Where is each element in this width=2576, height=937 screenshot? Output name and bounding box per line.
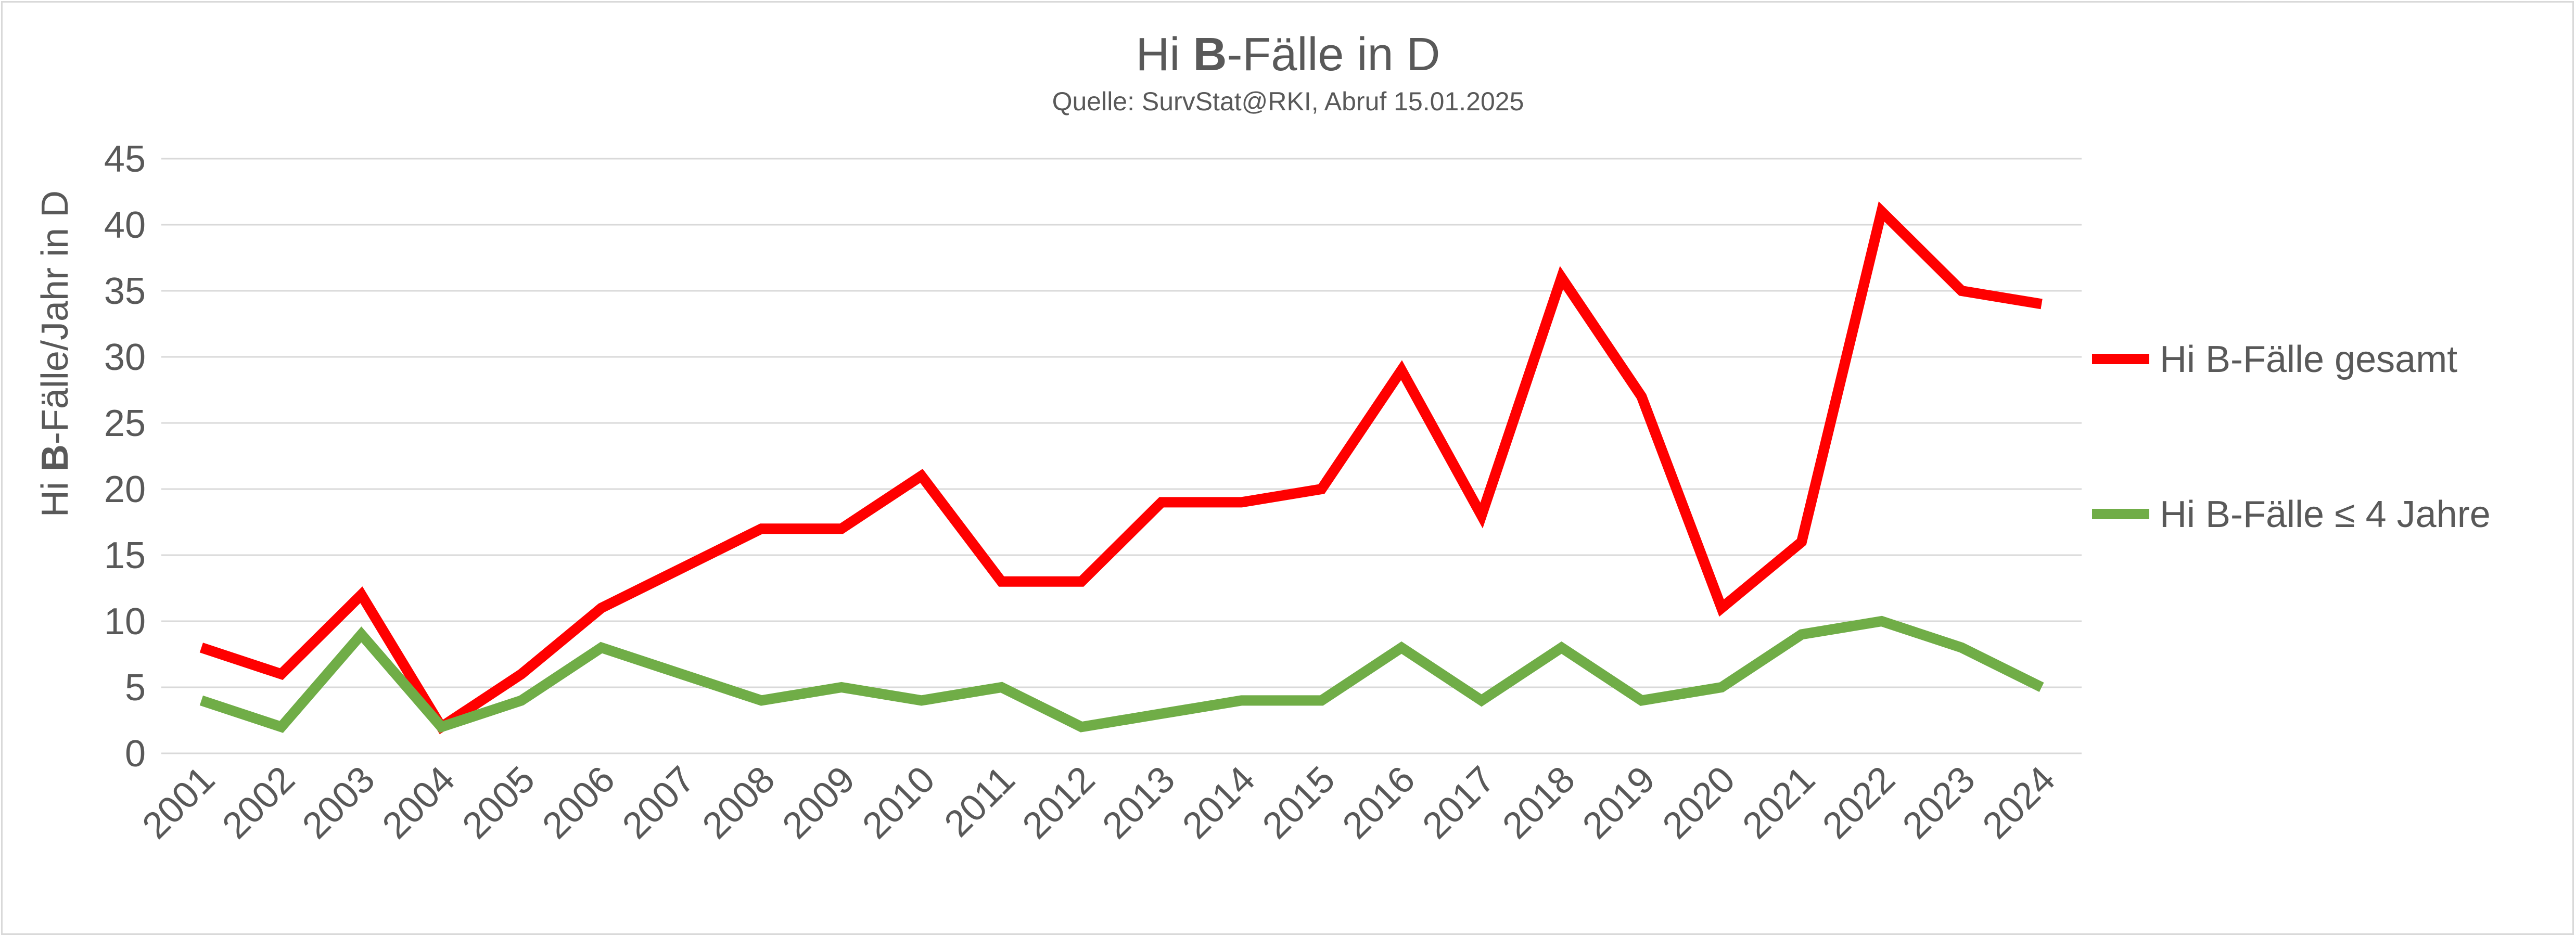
x-tick-label: 2017 (1414, 759, 1503, 847)
legend-label-0: Hi B-Fälle gesamt (2160, 339, 2457, 380)
x-tick-label: 2007 (615, 759, 703, 847)
series-line-1 (199, 615, 2044, 733)
legend: Hi B-Fälle gesamt Hi B-Fälle ≤ 4 Jahre (2092, 339, 2491, 535)
y-tick-label: 30 (104, 337, 146, 378)
y-tick-label: 25 (104, 403, 146, 444)
x-tick-label: 2018 (1495, 759, 1583, 847)
y-axis-ticks: 0 5 10 15 20 25 30 35 40 45 (104, 138, 146, 775)
x-tick-label: 2020 (1655, 759, 1743, 847)
x-tick-label: 2023 (1895, 759, 1983, 847)
x-tick-label: 2016 (1335, 759, 1423, 847)
y-tick-label: 20 (104, 469, 146, 510)
x-tick-label: 2011 (937, 759, 1023, 845)
y-tick-label: 45 (104, 138, 146, 180)
series-line-0 (199, 201, 2043, 735)
chart-subtitle: Quelle: SurvStat@RKI, Abruf 15.01.2025 (1052, 87, 1524, 116)
y-tick-label: 5 (125, 667, 146, 709)
x-tick-label: 2005 (454, 759, 543, 847)
x-tick-label: 2002 (214, 759, 303, 847)
x-tick-label: 2024 (1975, 759, 2063, 847)
x-tick-label: 2001 (134, 759, 223, 847)
x-tick-label: 2012 (1015, 759, 1103, 847)
chart-title: Hi B-Fälle in D (1136, 29, 1440, 81)
x-axis-ticks: 2001200220032004200520062007200820092010… (134, 759, 2063, 847)
x-tick-label: 2009 (774, 759, 863, 847)
gridlines (161, 158, 2082, 754)
legend-label-1: Hi B-Fälle ≤ 4 Jahre (2160, 494, 2491, 535)
x-tick-label: 2010 (855, 759, 943, 847)
y-tick-label: 0 (125, 733, 146, 775)
y-tick-label: 15 (104, 535, 146, 576)
y-tick-label: 35 (104, 271, 146, 312)
y-tick-label: 10 (104, 601, 146, 643)
x-tick-label: 2013 (1094, 759, 1183, 847)
x-tick-label: 2006 (534, 759, 623, 847)
y-tick-label: 40 (104, 204, 146, 246)
x-tick-label: 2004 (375, 759, 463, 847)
x-tick-label: 2021 (1735, 759, 1823, 847)
y-axis-title: Hi B-Fälle/Jahr in D (34, 190, 76, 517)
x-tick-label: 2003 (295, 759, 383, 847)
x-tick-label: 2014 (1175, 759, 1263, 847)
x-tick-label: 2019 (1575, 759, 1663, 847)
x-tick-label: 2015 (1255, 759, 1343, 847)
series-lines (199, 201, 2044, 735)
x-tick-label: 2022 (1815, 759, 1903, 847)
x-tick-label: 2008 (695, 759, 783, 847)
